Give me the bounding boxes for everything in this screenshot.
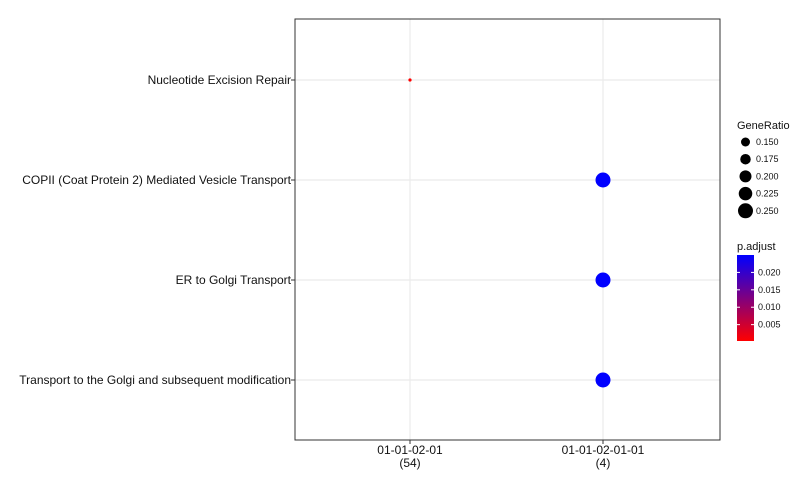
size-legend-dot <box>741 137 750 147</box>
plot-area: Nucleotide Excision Repair COPII (Coat Pr… <box>19 18 721 470</box>
legend-area: GeneRatio 0.150 0.175 0.200 0.225 0.250 p.adju… <box>737 120 790 341</box>
y-tick-label: COPII (Coat Protein 2) Mediated Vesicle … <box>22 173 291 187</box>
size-legend-title: GeneRatio <box>737 120 790 132</box>
size-legend-dot <box>740 153 751 165</box>
y-tick-label: Nucleotide Excision Repair <box>148 73 291 87</box>
size-legend-label: 0.175 <box>756 154 779 164</box>
data-point <box>595 272 611 288</box>
x-tick-label: 01-01-02-01 (54) <box>377 443 443 470</box>
color-legend-label: 0.015 <box>758 285 781 295</box>
color-legend-title: p.adjust <box>737 241 776 253</box>
size-legend-dot <box>739 170 752 183</box>
color-legend-label: 0.020 <box>758 267 781 277</box>
color-legend-bar <box>737 255 754 341</box>
color-legend-label: 0.010 <box>758 302 781 312</box>
size-legend-label: 0.225 <box>756 189 779 199</box>
y-tick-label: Transport to the Golgi and subsequent mo… <box>19 373 291 387</box>
size-legend-label: 0.250 <box>756 206 779 216</box>
y-tick-label: ER to Golgi Transport <box>176 273 292 287</box>
data-point <box>595 372 611 388</box>
x-tick-label: 01-01-02-01-01 (4) <box>562 443 645 470</box>
size-legend-dot <box>738 203 753 219</box>
panel-border <box>294 18 721 441</box>
data-point <box>595 172 611 188</box>
data-point <box>408 78 412 82</box>
size-legend-label: 0.150 <box>756 137 779 147</box>
size-legend-dot <box>738 186 753 201</box>
size-legend-label: 0.200 <box>756 171 779 181</box>
color-legend-label: 0.005 <box>758 320 781 330</box>
